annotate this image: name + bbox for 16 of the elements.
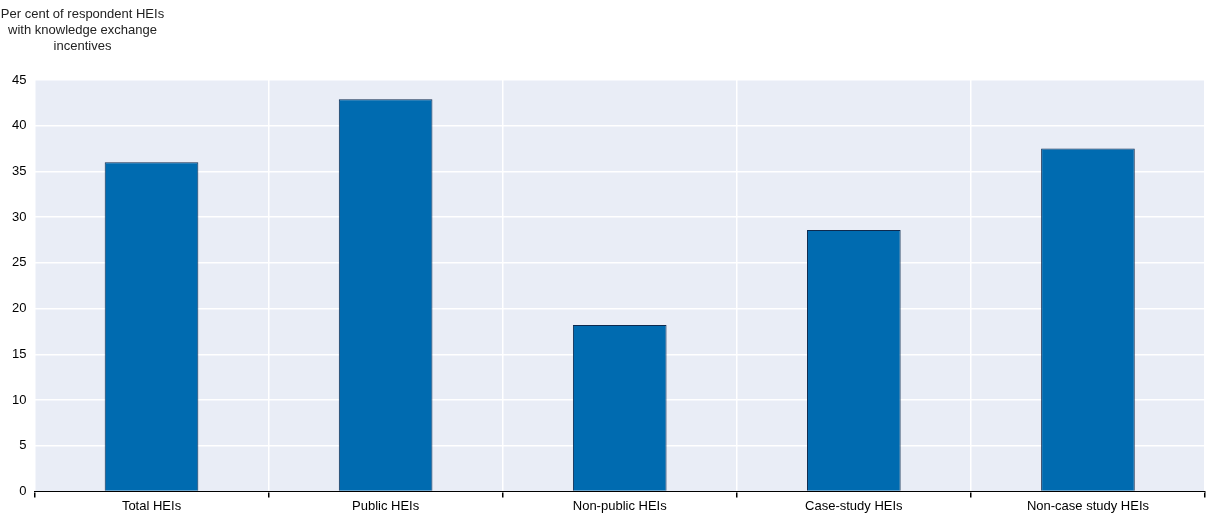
x-tick-label: Non-case study HEIs	[1026, 497, 1150, 513]
x-tick-label: Public HEIs	[352, 497, 420, 513]
x-tick-label: Case-study HEIs	[805, 497, 904, 513]
y-tick-label: 30	[11, 208, 27, 224]
y-tick-label: 0	[19, 482, 27, 498]
y-tick-label: 10	[11, 391, 27, 407]
y-axis-title: Per cent of respondent HEIs with knowledge exchange incentives	[0, 6, 165, 54]
y-tick-label: 40	[11, 117, 27, 133]
y-tick-label: 45	[11, 71, 27, 87]
y-tick-label: 35	[11, 163, 27, 178]
y-tick-label: 5	[19, 437, 27, 453]
x-tick-label: Non-public HEIs	[572, 497, 668, 513]
x-tick-label: Total HEIs	[121, 497, 182, 513]
y-tick-label: 20	[11, 300, 27, 316]
y-tick-label: 15	[11, 345, 27, 361]
y-tick-label: 25	[11, 254, 27, 270]
